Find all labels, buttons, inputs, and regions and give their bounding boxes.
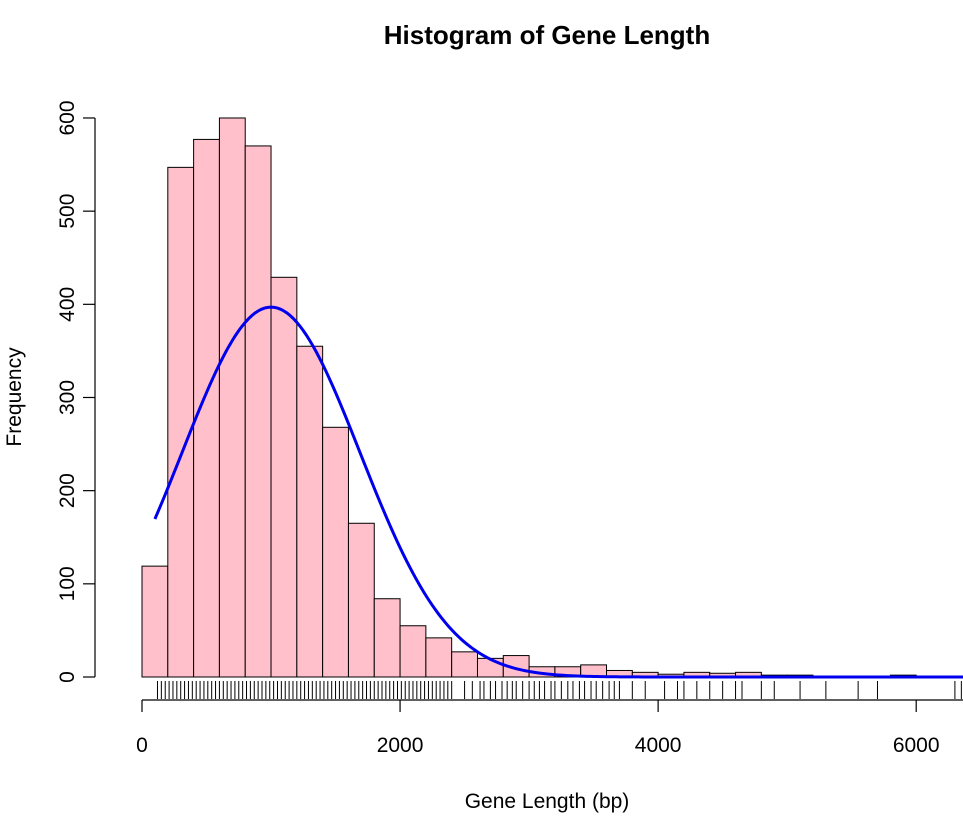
x-axis: 020004000600080001000012000 xyxy=(136,699,963,757)
histogram-bar-11 xyxy=(425,637,453,678)
histogram-bar-1 xyxy=(167,166,195,678)
rug-marks xyxy=(156,681,962,699)
histogram-bar-8 xyxy=(347,522,375,678)
histogram-bar-0 xyxy=(141,565,169,678)
histogram-bar-7 xyxy=(322,426,349,678)
y-tick-label-4: 400 xyxy=(56,287,79,322)
y-tick-label-2: 200 xyxy=(56,473,79,508)
histogram-bar-9 xyxy=(373,598,401,678)
chart-title: Histogram of Gene Length xyxy=(384,20,710,50)
x-axis-label: Gene Length (bp) xyxy=(465,790,630,813)
y-tick-label-0: 0 xyxy=(56,671,79,683)
x-tick-label-2: 4000 xyxy=(635,734,682,757)
x-tick-label-0: 0 xyxy=(136,734,148,757)
y-tick-label-6: 600 xyxy=(56,100,79,135)
histogram-bar-5 xyxy=(270,276,298,678)
y-axis: 0 100 200 300 400 500 600 xyxy=(56,100,96,683)
y-tick-label-1: 100 xyxy=(56,566,79,601)
y-axis-label: Frequency xyxy=(3,347,26,447)
histogram-bar-12 xyxy=(451,651,478,678)
x-tick-label-1: 2000 xyxy=(377,734,424,757)
histogram-bar-10 xyxy=(399,625,427,678)
histogram-bar-4 xyxy=(244,145,272,678)
y-tick-label-3: 300 xyxy=(56,380,79,415)
histogram-bar-13 xyxy=(476,657,504,678)
bars-group xyxy=(141,117,963,678)
y-tick-label-5: 500 xyxy=(56,194,79,229)
normal-density-curve xyxy=(153,305,963,679)
histogram-bar-2 xyxy=(193,138,220,678)
histogram-bar-3 xyxy=(218,117,246,678)
histogram-bar-6 xyxy=(296,345,324,678)
x-tick-label-3: 6000 xyxy=(893,734,940,757)
